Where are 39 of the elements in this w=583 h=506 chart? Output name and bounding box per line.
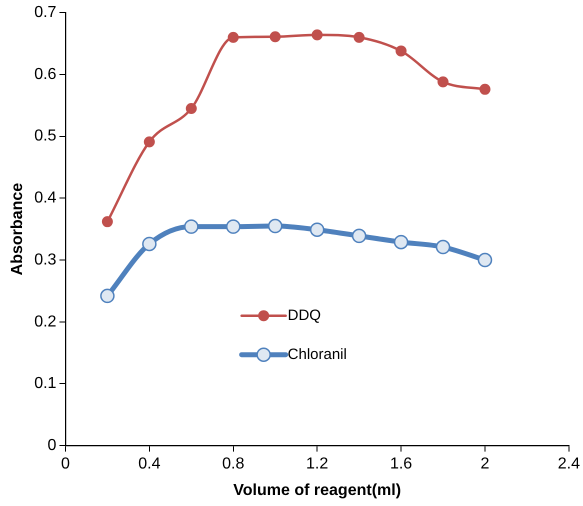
point — [436, 240, 450, 254]
x-axis-title: Volume of reagent(ml) — [233, 482, 402, 499]
point — [186, 102, 197, 114]
y-tick-label: 0.3 — [34, 251, 57, 268]
point — [479, 84, 490, 95]
point — [100, 288, 115, 304]
x-tick-label: 2 — [480, 456, 490, 473]
y-tick-label: 0.7 — [34, 4, 57, 22]
x-tick-label: 2.4 — [558, 456, 580, 473]
y-tick-label: 0 — [48, 437, 57, 454]
point — [226, 219, 241, 234]
point — [184, 219, 199, 234]
point — [396, 45, 407, 56]
point — [102, 216, 113, 228]
y-tick-label: 0.5 — [34, 128, 57, 145]
y-tick-label: 0.1 — [34, 375, 57, 392]
x-tick-label: 0.4 — [138, 456, 161, 473]
x-tick-label: 1.6 — [390, 456, 412, 473]
x-tick-label: 1.2 — [306, 456, 328, 473]
legend-label: Chloranil — [288, 346, 347, 363]
x-tick-label: 0.8 — [222, 456, 244, 473]
point — [352, 228, 366, 244]
point — [310, 222, 324, 237]
point — [394, 234, 408, 250]
point — [228, 32, 239, 43]
y-axis-title: Absorbance — [9, 182, 26, 276]
y-tick-label: 0.4 — [34, 190, 57, 207]
y-tick-label: 0.2 — [34, 313, 57, 330]
point — [144, 136, 155, 148]
point — [270, 31, 281, 42]
point — [438, 76, 449, 88]
y-tick-label: 0.6 — [34, 66, 57, 83]
x-tick-label: 0 — [60, 456, 70, 473]
point — [268, 218, 282, 234]
legend-label: DDQ — [288, 306, 321, 324]
point — [478, 252, 492, 268]
point — [354, 32, 365, 43]
point — [312, 29, 323, 40]
point — [142, 236, 157, 252]
